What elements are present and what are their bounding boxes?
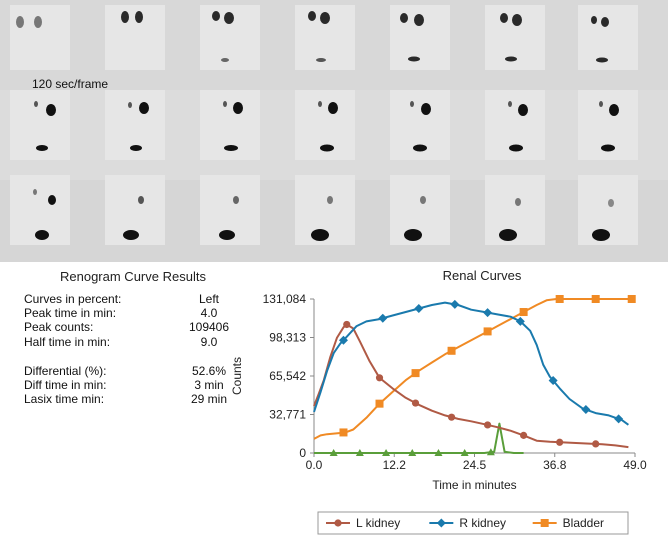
result-value: 3 min xyxy=(194,378,224,392)
renal-scan-image xyxy=(0,0,668,262)
data-point xyxy=(555,295,564,303)
frame-rate-label: 120 sec/frame xyxy=(32,77,109,91)
result-value: 4.0 xyxy=(200,306,218,320)
data-point xyxy=(486,448,495,456)
data-point xyxy=(375,399,384,408)
data-point xyxy=(592,440,600,448)
data-point xyxy=(614,414,624,424)
legend-entry: L kidney xyxy=(356,516,400,530)
data-point xyxy=(556,438,564,446)
result-value: 29 min xyxy=(190,392,228,406)
series-line xyxy=(313,298,629,440)
legend-entry: Bladder xyxy=(563,516,604,530)
data-point xyxy=(447,413,456,421)
data-point xyxy=(411,399,420,407)
data-point xyxy=(520,431,528,439)
x-tick-label: 24.5 xyxy=(463,458,487,472)
data-point xyxy=(434,449,443,456)
result-label: Differential (%): xyxy=(24,364,107,378)
y-tick-label: 32,771 xyxy=(269,408,306,422)
x-tick-label: 36.8 xyxy=(543,458,567,472)
data-point xyxy=(519,308,528,317)
data-point xyxy=(375,374,384,382)
data-point xyxy=(343,320,351,329)
data-point xyxy=(382,449,391,456)
y-tick-label: 98,313 xyxy=(269,331,306,345)
data-point xyxy=(378,313,388,323)
result-value: 109406 xyxy=(188,320,230,334)
x-axis-label: Time in minutes xyxy=(432,478,516,492)
series-line xyxy=(313,323,629,449)
series-line xyxy=(314,422,524,454)
data-point xyxy=(460,449,469,456)
y-tick-label: 65,542 xyxy=(269,369,306,383)
data-point xyxy=(627,295,636,303)
result-label: Diff time in min: xyxy=(24,378,107,392)
data-point xyxy=(411,369,420,378)
data-point xyxy=(548,376,558,386)
data-point xyxy=(408,449,417,456)
y-axis-label: Counts xyxy=(230,357,244,395)
series-line xyxy=(313,301,629,426)
data-point xyxy=(329,449,338,456)
result-label: Peak time in min: xyxy=(24,306,117,320)
x-tick-label: 0.0 xyxy=(306,458,323,472)
data-point xyxy=(355,449,364,456)
results-title: Renogram Curve Results xyxy=(60,269,206,284)
data-point xyxy=(483,308,493,318)
result-label: Peak counts: xyxy=(24,320,94,334)
result-label: Curves in percent: xyxy=(24,292,122,306)
legend-marker xyxy=(540,519,549,527)
chart-title: Renal Curves xyxy=(443,268,522,283)
data-point xyxy=(450,299,460,309)
legend-box xyxy=(317,511,629,535)
result-label: Lasix time min: xyxy=(24,392,105,406)
data-point xyxy=(339,428,348,437)
data-point xyxy=(414,303,424,313)
y-tick-label: 131,084 xyxy=(263,292,307,306)
result-value: 9.0 xyxy=(200,335,218,349)
legend-marker xyxy=(436,518,446,528)
data-point xyxy=(581,405,591,415)
legend-entry: R kidney xyxy=(459,516,506,530)
data-point xyxy=(484,421,492,429)
result-label: Half time in min: xyxy=(24,335,111,349)
result-value: 52.6% xyxy=(191,364,227,378)
result-value: Left xyxy=(198,292,219,306)
data-point xyxy=(338,335,348,345)
x-tick-label: 49.0 xyxy=(623,458,647,472)
data-point xyxy=(591,295,600,303)
data-point xyxy=(483,327,492,336)
data-point xyxy=(447,346,456,355)
legend-marker xyxy=(334,519,342,527)
y-tick-label: 0 xyxy=(299,446,306,460)
data-point xyxy=(515,316,525,326)
renal-curves-chart: Renal Curves 0 32,771 65,542 98,313 131,084 0.… xyxy=(230,268,647,535)
x-tick-label: 12.2 xyxy=(383,458,407,472)
